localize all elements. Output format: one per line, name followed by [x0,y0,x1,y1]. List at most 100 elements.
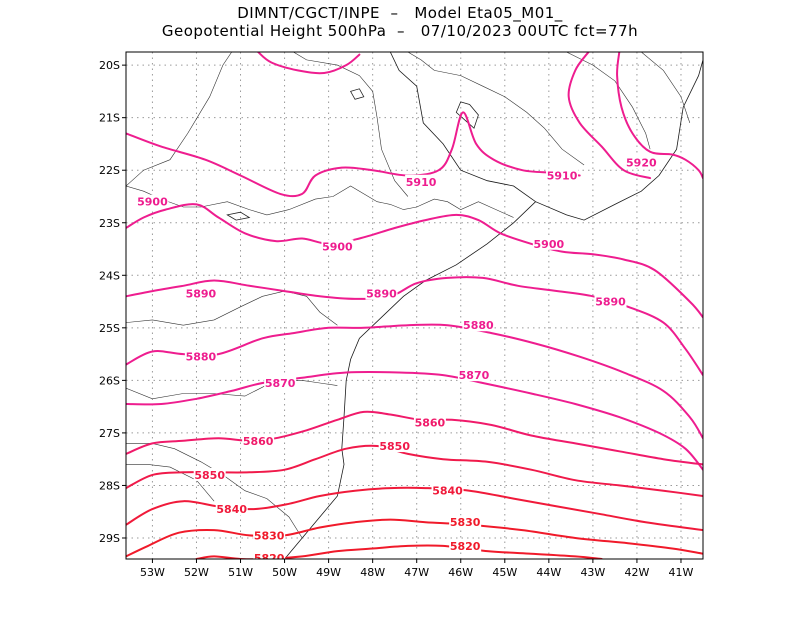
contour-label-bg [184,349,217,363]
lon-tick-label: 49W [316,566,341,579]
lon-tick-label: 53W [140,566,165,579]
contour-label-bg [184,286,217,300]
contour-label-bg [215,502,248,516]
contour-label: 5830 [254,529,285,542]
contour-line-5870 [126,370,703,471]
contour-labels: 5920 5910 5910 5900 5900 5900 5890 5890 5890 5880… [136,155,658,565]
contour-label: 5850 [194,469,225,482]
contour-label: 5900 [322,240,353,253]
contour-label-bg [193,467,226,481]
lat-tick-label: 20S [99,59,120,72]
lat-tick-label: 27S [99,427,120,440]
map-title-line-1: DIMNT/CGCT/INPE – Model Eta05_M01_ [237,4,563,22]
lat-tick-label: 22S [99,164,120,177]
axis-ticks: 53W 52W 51W 50W 49W 48W 47W 46W 45W 44W 43W 42W 41W 2… [99,59,694,579]
coastline-south [284,201,536,559]
contour-label: 5820 [450,540,481,553]
contour-line-5910-north [257,52,361,75]
contour-line-5860 [126,410,703,466]
plot-frame [125,51,704,560]
contour-label-bg [431,483,464,497]
contour-label-bg [449,515,482,529]
contour-label-bg [378,439,411,453]
lat-tick-label: 24S [99,269,120,282]
contour-label: 5920 [626,156,657,169]
contour-line-5840 [126,486,703,532]
grid-lines [126,52,703,559]
contour-label: 5880 [463,319,494,332]
map-title-line-2: Geopotential Height 500hPa – 07/10/2023 … [161,22,639,40]
lat-tick-label: 29S [99,532,120,545]
island [350,88,365,100]
contour-line-5900 [126,203,703,319]
contour-label: 5880 [186,351,217,364]
coastline-north [389,52,703,221]
contour-label: 5910 [406,176,437,189]
contour-label-bg [449,538,482,552]
contour-label: 5890 [186,288,217,301]
contour-label-bg [321,239,354,253]
contour-line-5830 [126,518,703,558]
contour-label-bg [462,318,495,332]
contour-line-5920 [616,52,703,180]
contour-label-bg [413,415,446,429]
contour-label: 5900 [534,238,565,251]
geography-layer [126,52,703,559]
contour-line-5910 [126,111,581,198]
contour-label: 5870 [265,377,296,390]
state-border [126,464,215,502]
contour-label-bg [264,375,297,389]
contour-label: 5840 [216,503,247,516]
contour-label-bg [546,168,579,182]
contour-label: 5890 [366,288,397,301]
contour-label: 5910 [547,169,578,182]
contour-label-bg [253,550,286,559]
contour-label: 5850 [379,440,410,453]
contour-label-bg [365,286,398,300]
state-border [126,52,232,187]
state-border [566,52,651,150]
lon-tick-label: 43W [580,566,605,579]
lon-tick-label: 47W [404,566,429,579]
lat-tick-label: 28S [99,479,120,492]
lon-tick-label: 50W [272,566,297,579]
contour-label: 5860 [415,416,446,429]
lon-tick-label: 45W [492,566,517,579]
lon-tick-label: 41W [669,566,694,579]
state-border [126,443,303,539]
state-border [293,52,409,197]
state-border [126,380,338,400]
contour-label: 5900 [137,196,168,209]
state-border [126,185,514,218]
island [226,211,251,221]
contour-line-5820 [195,544,603,559]
contour-label: 5820 [254,552,285,565]
contour-line-5910-ne [567,52,652,180]
contour-label: 5830 [450,516,481,529]
contour-label-bg [625,155,658,169]
contour-label-bg [242,433,275,447]
contour-label: 5870 [459,369,490,382]
lat-tick-label: 25S [99,322,120,335]
lon-tick-label: 44W [536,566,561,579]
lon-tick-label: 48W [360,566,385,579]
contour-label-bg [405,174,438,188]
island [455,101,479,129]
contour-label-bg [136,194,169,208]
state-border [126,290,338,326]
contour-label-bg [594,294,627,308]
contour-label: 5860 [243,435,274,448]
contour-label: 5890 [595,296,626,309]
contour-label: 5840 [432,485,463,498]
lon-tick-label: 46W [448,566,473,579]
lon-tick-label: 51W [228,566,253,579]
lon-tick-label: 52W [184,566,209,579]
contour-label-bg [532,236,565,250]
lat-tick-label: 23S [99,217,120,230]
lat-tick-label: 26S [99,374,120,387]
lon-tick-label: 42W [624,566,649,579]
contour-label-bg [457,368,490,382]
state-border [407,52,585,166]
lat-tick-label: 21S [99,112,120,125]
